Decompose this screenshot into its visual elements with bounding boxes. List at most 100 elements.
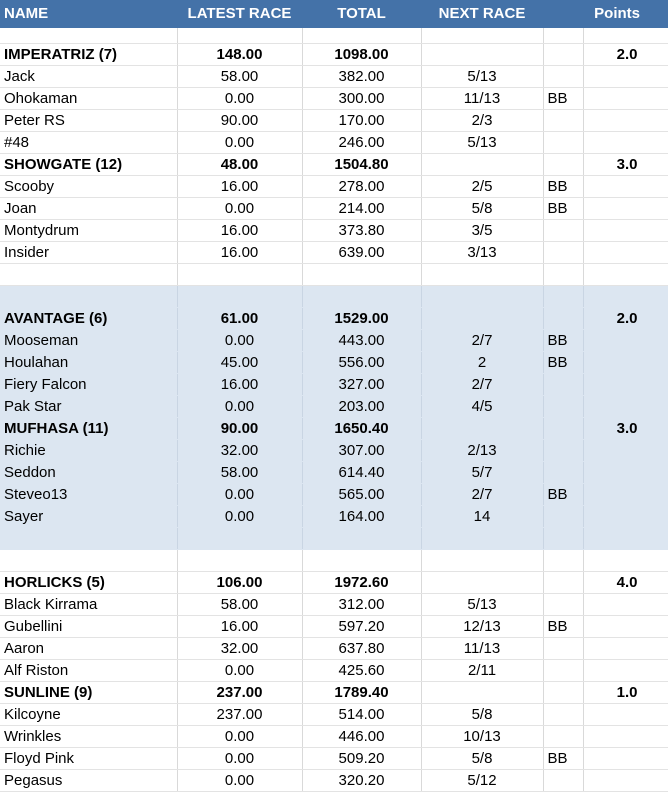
runner-name: Pegasus — [0, 769, 178, 792]
runner-row: Montydrum 16.00 373.80 3/5 — [0, 219, 668, 242]
runner-name: Mooseman — [0, 329, 178, 352]
runner-points — [583, 615, 668, 638]
runner-next-race: 14 — [421, 505, 544, 528]
empty-cell — [421, 263, 544, 286]
runner-total: 639.00 — [302, 241, 422, 264]
runner-next-race: 2/11 — [421, 659, 544, 682]
runner-points — [583, 241, 668, 264]
empty-cell — [543, 285, 584, 308]
runner-name: Alf Riston — [0, 659, 178, 682]
team-flag — [543, 681, 584, 704]
runner-flag: BB — [543, 197, 584, 220]
runner-points — [583, 351, 668, 374]
runner-row: Richie 32.00 307.00 2/13 — [0, 439, 668, 462]
runner-row: Kilcoyne 237.00 514.00 5/8 — [0, 703, 668, 726]
empty-cell — [583, 549, 668, 572]
runner-next-race: 2/7 — [421, 329, 544, 352]
runner-total: 312.00 — [302, 593, 422, 616]
runner-total: 514.00 — [302, 703, 422, 726]
runner-latest-race: 0.00 — [177, 659, 303, 682]
empty-cell — [421, 27, 544, 44]
runner-name: Seddon — [0, 461, 178, 484]
empty-cell — [302, 285, 422, 308]
empty-cell — [583, 27, 668, 44]
runner-name: Jack — [0, 65, 178, 88]
team-flag — [543, 307, 584, 330]
runner-latest-race: 90.00 — [177, 109, 303, 132]
team-latest-race: 237.00 — [177, 681, 303, 704]
empty-cell — [583, 263, 668, 286]
col-header-name: NAME — [0, 0, 177, 28]
runner-points — [583, 725, 668, 748]
team-total: 1529.00 — [302, 307, 422, 330]
runner-points — [583, 395, 668, 418]
runner-flag — [543, 769, 584, 792]
runner-name: Insider — [0, 241, 178, 264]
runner-flag: BB — [543, 329, 584, 352]
team-total: 1098.00 — [302, 43, 422, 66]
runner-total: 556.00 — [302, 351, 422, 374]
runner-flag — [543, 109, 584, 132]
runner-total: 307.00 — [302, 439, 422, 462]
runner-points — [583, 769, 668, 792]
runner-row: Houlahan 45.00 556.00 2 BB — [0, 351, 668, 374]
spacer-row — [0, 549, 668, 572]
runner-next-race: 5/12 — [421, 769, 544, 792]
runner-name: Fiery Falcon — [0, 373, 178, 396]
runner-total: 565.00 — [302, 483, 422, 506]
empty-cell — [0, 549, 178, 572]
team-flag — [543, 571, 584, 594]
runner-flag — [543, 703, 584, 726]
team-latest-race: 106.00 — [177, 571, 303, 594]
empty-cell — [177, 285, 303, 308]
runner-points — [583, 197, 668, 220]
runner-latest-race: 0.00 — [177, 725, 303, 748]
runner-row: Jack 58.00 382.00 5/13 — [0, 65, 668, 88]
runner-flag — [543, 439, 584, 462]
empty-cell — [177, 549, 303, 572]
team-name: SUNLINE (9) — [0, 681, 178, 704]
runner-latest-race: 237.00 — [177, 703, 303, 726]
runner-latest-race: 16.00 — [177, 175, 303, 198]
empty-cell — [543, 263, 584, 286]
runner-points — [583, 747, 668, 770]
team-points: 2.0 — [583, 307, 668, 330]
runner-flag — [543, 373, 584, 396]
runner-points — [583, 109, 668, 132]
runner-points — [583, 87, 668, 110]
runner-row: Alf Riston 0.00 425.60 2/11 — [0, 659, 668, 682]
team-latest-race: 48.00 — [177, 153, 303, 176]
team-row: SHOWGATE (12) 48.00 1504.80 3.0 — [0, 153, 668, 176]
empty-cell — [302, 549, 422, 572]
empty-cell — [421, 285, 544, 308]
runner-flag: BB — [543, 351, 584, 374]
runner-total: 203.00 — [302, 395, 422, 418]
team-latest-race: 90.00 — [177, 417, 303, 440]
runner-next-race: 2/3 — [421, 109, 544, 132]
runner-points — [583, 65, 668, 88]
empty-cell — [302, 263, 422, 286]
runner-row: Wrinkles 0.00 446.00 10/13 — [0, 725, 668, 748]
runner-latest-race: 0.00 — [177, 87, 303, 110]
empty-cell — [177, 263, 303, 286]
runner-flag — [543, 725, 584, 748]
runner-name: Scooby — [0, 175, 178, 198]
col-header-next-race: NEXT RACE — [421, 0, 543, 28]
runner-next-race: 5/8 — [421, 197, 544, 220]
runner-next-race: 5/13 — [421, 65, 544, 88]
runner-row: Joan 0.00 214.00 5/8 BB — [0, 197, 668, 220]
runner-next-race: 2/7 — [421, 483, 544, 506]
runner-name: Ohokaman — [0, 87, 178, 110]
runner-name: Kilcoyne — [0, 703, 178, 726]
runner-next-race: 2/13 — [421, 439, 544, 462]
runner-total: 382.00 — [302, 65, 422, 88]
runner-latest-race: 0.00 — [177, 329, 303, 352]
runner-total: 278.00 — [302, 175, 422, 198]
runner-next-race: 2/5 — [421, 175, 544, 198]
runner-row: Pegasus 0.00 320.20 5/12 — [0, 769, 668, 792]
runner-total: 327.00 — [302, 373, 422, 396]
team-next-race — [421, 681, 544, 704]
runner-name: Joan — [0, 197, 178, 220]
runner-flag — [543, 219, 584, 242]
runner-total: 170.00 — [302, 109, 422, 132]
